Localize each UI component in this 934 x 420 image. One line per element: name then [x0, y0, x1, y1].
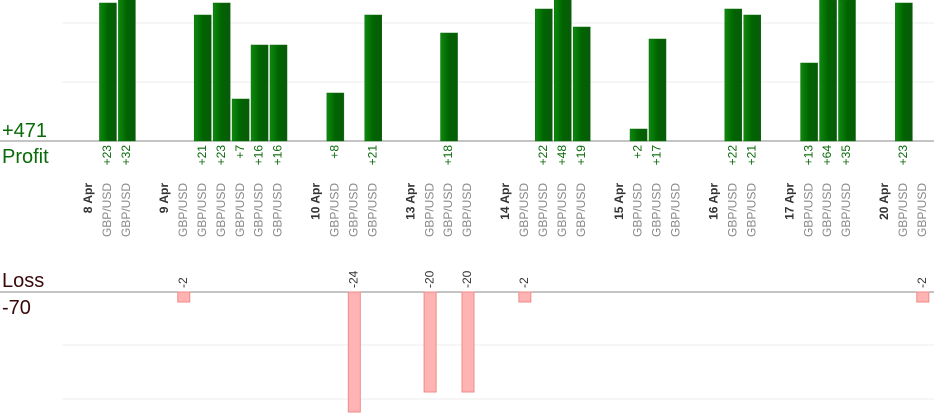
- date-label: 8 Apr: [81, 183, 95, 214]
- profit-bar: [250, 44, 269, 142]
- date-label: 9 Apr: [157, 183, 171, 214]
- pair-label: GBP/USD: [744, 183, 758, 237]
- pair-label: GBP/USD: [536, 183, 550, 237]
- date-label: 13 Apr: [403, 183, 417, 220]
- loss-bar: [347, 291, 361, 413]
- loss-label: Loss: [2, 270, 44, 292]
- profit-value-label: +8: [328, 145, 342, 159]
- profit-value-label: +22: [536, 145, 550, 166]
- profit-label: Profit: [2, 146, 49, 168]
- profit-bar: [231, 98, 250, 142]
- profit-bar: [743, 14, 761, 142]
- loss-value-label: -20: [460, 270, 474, 288]
- profit-value-label: +21: [365, 145, 379, 166]
- pair-label: GBP/USD: [915, 183, 929, 237]
- pair-label: GBP/USD: [896, 183, 910, 237]
- pair-label: GBP/USD: [631, 183, 645, 237]
- pair-label: GBP/USD: [820, 183, 834, 237]
- pair-label: GBP/USD: [517, 183, 531, 237]
- loss-value-label: -24: [346, 270, 360, 288]
- pair-label: GBP/USD: [801, 183, 815, 237]
- profit-value-label: +23: [896, 145, 910, 166]
- loss-value-label: -20: [422, 270, 436, 288]
- profit-value-label: +32: [119, 145, 133, 166]
- profit-bar: [440, 32, 458, 142]
- profit-bar: [572, 26, 591, 142]
- profit-value-label: +48: [555, 145, 569, 166]
- profit-bar: [838, 0, 856, 142]
- profit-bar: [629, 128, 648, 142]
- pair-label: GBP/USD: [555, 183, 569, 237]
- date-label: 20 Apr: [877, 183, 891, 220]
- profit-value-label: +17: [650, 145, 664, 166]
- loss-value-label: -2: [176, 277, 190, 288]
- bars: [99, 0, 930, 413]
- profit-bar: [554, 0, 572, 142]
- profit-value-label: +18: [441, 145, 455, 166]
- date-label: 10 Apr: [309, 183, 323, 220]
- profit-bar: [364, 14, 382, 142]
- pair-label: GBP/USD: [574, 183, 588, 237]
- profit-bar: [326, 92, 345, 142]
- date-label: 14 Apr: [498, 183, 512, 220]
- loss-bar: [518, 291, 532, 303]
- profit-bar: [648, 38, 667, 142]
- profit-value-label: +13: [801, 145, 815, 166]
- date-label: 15 Apr: [612, 183, 626, 220]
- pair-label: GBP/USD: [195, 183, 209, 237]
- pair-label: GBP/USD: [650, 183, 664, 237]
- pair-label: GBP/USD: [346, 183, 360, 237]
- date-label: 17 Apr: [782, 183, 796, 220]
- loss-bar: [177, 291, 191, 303]
- profit-bar: [895, 2, 913, 142]
- pair-label: GBP/USD: [328, 183, 342, 237]
- loss-total: -70: [2, 297, 31, 319]
- profit-value-label: +2: [631, 145, 645, 159]
- profit-value-label: +16: [252, 145, 266, 166]
- loss-bar: [461, 291, 475, 393]
- pair-label: GBP/USD: [460, 183, 474, 237]
- profit-bar: [99, 2, 117, 142]
- profit-bar: [212, 2, 231, 142]
- profit-value-label: +21: [744, 145, 758, 166]
- loss-bar: [423, 291, 437, 393]
- profit-bar: [193, 14, 212, 142]
- pair-label: GBP/USD: [441, 183, 455, 237]
- profit-value-label: +21: [195, 145, 209, 166]
- pair-label: GBP/USD: [176, 183, 190, 237]
- profit-bar: [724, 8, 743, 142]
- profit-total: +471: [2, 120, 47, 142]
- pair-label: GBP/USD: [233, 183, 247, 237]
- profit-bar: [800, 62, 818, 142]
- pair-label: GBP/USD: [119, 183, 133, 237]
- pair-label: GBP/USD: [839, 183, 853, 237]
- pair-label: GBP/USD: [422, 183, 436, 237]
- pair-label: GBP/USD: [271, 183, 285, 237]
- profit-value-label: +22: [725, 145, 739, 166]
- date-label: 16 Apr: [707, 183, 721, 220]
- profit-value-label: +7: [233, 145, 247, 159]
- profit-bar: [535, 8, 553, 142]
- profit-bar: [118, 0, 136, 142]
- profit-value-label: +23: [100, 145, 114, 166]
- pair-label: GBP/USD: [252, 183, 266, 237]
- profit-value-label: +16: [271, 145, 285, 166]
- loss-value-label: -2: [915, 277, 929, 288]
- profit-value-label: +64: [820, 145, 834, 166]
- profit-bar: [819, 0, 837, 142]
- profit-value-label: +23: [214, 145, 228, 166]
- pair-label: GBP/USD: [214, 183, 228, 237]
- pair-label: GBP/USD: [100, 183, 114, 237]
- loss-bar: [916, 291, 930, 303]
- profit-value-label: +19: [574, 145, 588, 166]
- pair-label: GBP/USD: [669, 183, 683, 237]
- profit-bar: [269, 44, 288, 142]
- loss-value-label: -2: [517, 277, 531, 288]
- pair-label: GBP/USD: [725, 183, 739, 237]
- pair-label: GBP/USD: [365, 183, 379, 237]
- profit-value-label: +35: [839, 145, 853, 166]
